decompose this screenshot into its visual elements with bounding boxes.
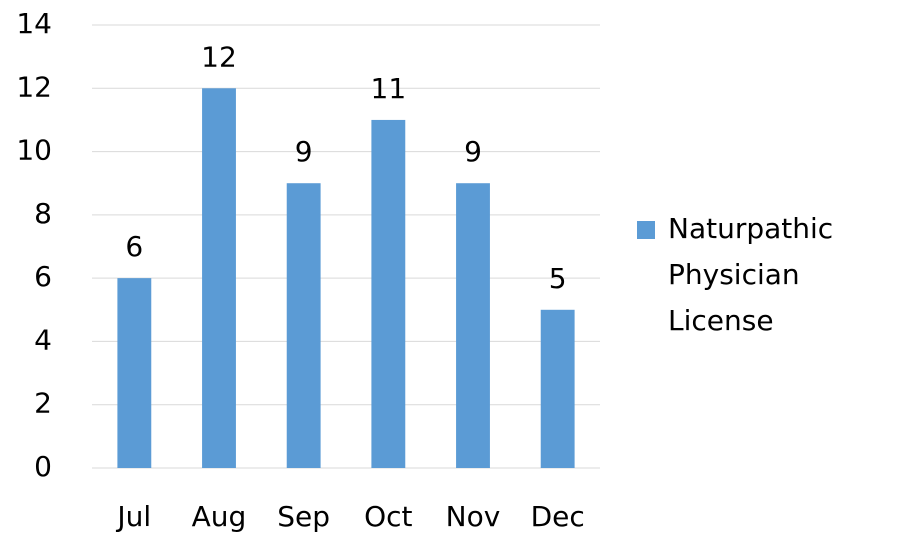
y-tick-label: 4 — [34, 323, 52, 356]
y-tick-label: 10 — [16, 134, 52, 167]
data-label: 12 — [201, 40, 237, 73]
y-tick-label: 0 — [34, 450, 52, 483]
y-tick-label: 8 — [34, 197, 52, 230]
data-label: 9 — [464, 135, 482, 168]
y-tick-label: 2 — [34, 387, 52, 420]
y-tick-label: 14 — [16, 7, 52, 40]
legend-swatch — [637, 221, 655, 239]
bar — [117, 278, 152, 468]
y-tick-label: 12 — [16, 70, 52, 103]
y-tick-label: 6 — [34, 260, 52, 293]
bar — [202, 88, 236, 469]
data-label: 11 — [371, 72, 407, 105]
x-tick-label: Nov — [446, 500, 501, 533]
bar — [371, 119, 406, 468]
bar — [286, 183, 321, 468]
data-label: 9 — [295, 135, 313, 168]
x-tick-label: Oct — [364, 500, 412, 533]
bar — [456, 183, 490, 468]
x-tick-label: Sep — [277, 500, 330, 533]
data-label: 6 — [125, 230, 143, 263]
legend-label: Naturpathic Physician License — [668, 212, 834, 337]
data-label: 5 — [549, 262, 567, 295]
bar — [540, 309, 575, 468]
x-tick-label: Jul — [115, 500, 151, 533]
x-tick-label: Aug — [192, 500, 247, 533]
x-tick-label: Dec — [531, 500, 585, 533]
